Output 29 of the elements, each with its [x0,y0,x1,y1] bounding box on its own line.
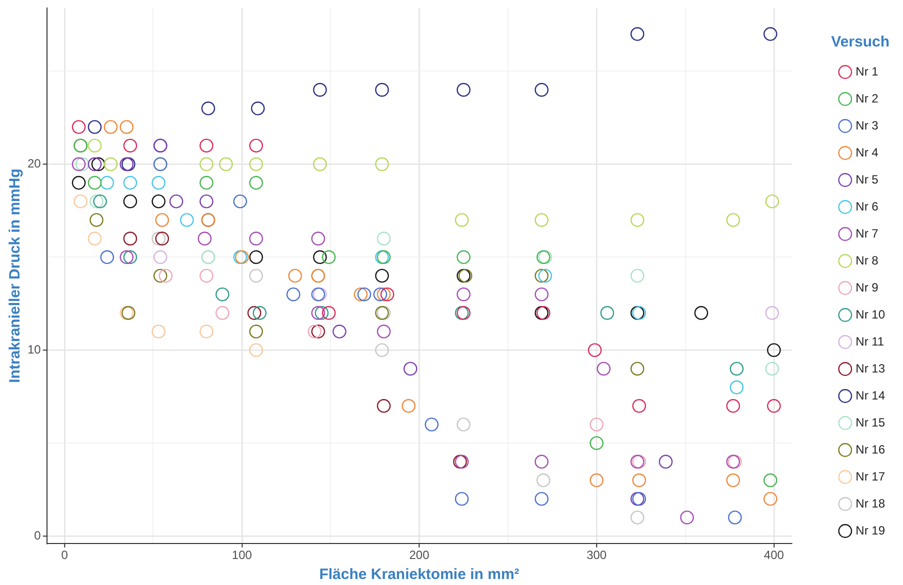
legend-label: Nr 3 [856,118,879,132]
legend-label: Nr 15 [856,415,886,430]
x-tick-label: 100 [232,548,252,562]
x-tick-label: 400 [764,548,784,562]
y-tick-label: 20 [27,156,42,170]
legend-label: Nr 13 [856,361,886,376]
y-tick-label: 10 [27,342,42,356]
legend-label: Nr 4 [856,145,879,160]
legend-label: Nr 14 [856,388,886,402]
x-tick-label: 0 [61,548,68,562]
legend-label: Nr 19 [856,523,886,538]
legend-label: Nr 2 [856,91,879,106]
y-tick-label: 0 [34,528,42,542]
x-tick-label: 200 [409,548,430,562]
y-axis-title: Intrakranieller Druck in mmHg [6,168,24,383]
legend-label: Nr 7 [856,226,879,240]
legend-label: Nr 8 [856,253,879,268]
legend-title: Versuch [831,34,890,51]
x-tick-label: 300 [586,548,607,562]
legend-label: Nr 9 [856,280,879,294]
legend-label: Nr 5 [856,172,879,186]
legend-label: Nr 6 [856,199,879,214]
legend-label: Nr 1 [856,64,879,78]
legend-label: Nr 10 [856,307,886,322]
legend-label: Nr 11 [856,334,884,348]
x-axis-title: Fläche Kraniektomie in mm² [319,566,520,583]
legend-label: Nr 16 [856,442,886,456]
legend-label: Nr 17 [856,469,886,484]
legend-label: Nr 18 [856,496,886,510]
